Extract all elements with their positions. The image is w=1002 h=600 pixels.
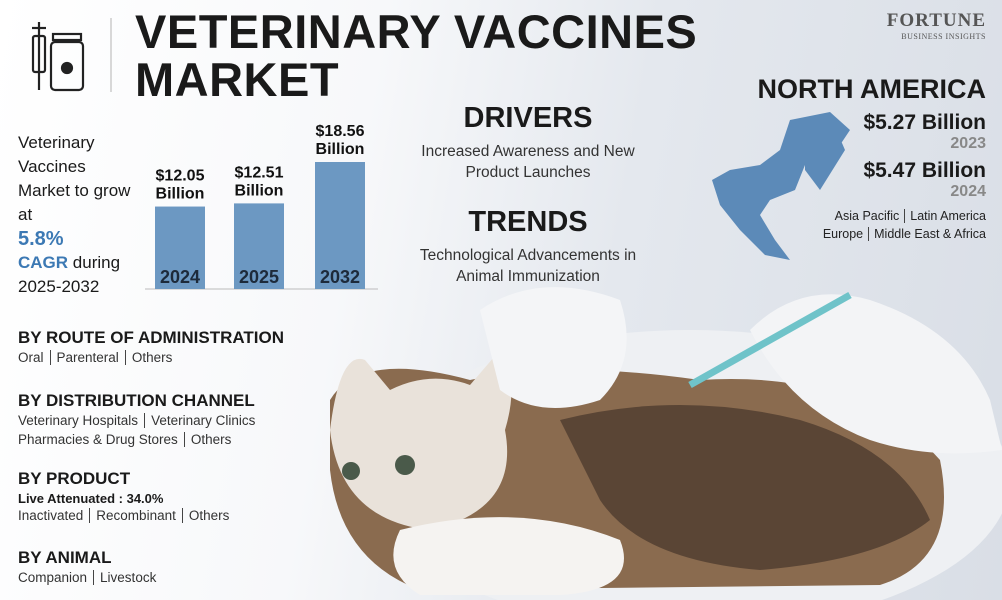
segment: BY PRODUCT Live Attenuated : 34.0% Inactiv… bbox=[18, 469, 348, 525]
growth-period: during 2025-2032 bbox=[18, 253, 121, 296]
segment-title: BY ROUTE OF ADMINISTRATION bbox=[18, 328, 285, 347]
x-tick-label: 2025 bbox=[239, 267, 279, 287]
icon bbox=[31, 22, 85, 92]
item: Veterinary Hospitals bbox=[18, 413, 139, 428]
bar-chart: 2024 $12.05 Billion 2025 $12.51 Billion 2032 $1… bbox=[155, 123, 365, 289]
brand-sub: BUSINESS INSIGHTS bbox=[901, 32, 986, 41]
segment-title: BY ANIMAL bbox=[18, 548, 112, 567]
segment-title: BY DISTRIBUTION CHANNEL bbox=[18, 391, 255, 410]
cat-chest bbox=[393, 517, 624, 595]
other-regions: Asia Pacific Latin America Europe Middle Ea… bbox=[726, 207, 986, 243]
segment-title: BY PRODUCT bbox=[18, 469, 131, 488]
region: NORTH AMERICA $5.27 Billion 2023 $5.47 Bil… bbox=[726, 74, 986, 243]
item-line: Asia Pacific Latin America bbox=[726, 207, 986, 225]
cat-stripes bbox=[560, 405, 930, 570]
item: Middle East & Africa bbox=[868, 227, 986, 241]
region-value: $5.27 Billion bbox=[863, 111, 986, 134]
item: Pharmacies & Drug Stores bbox=[18, 432, 178, 447]
item: Latin America bbox=[904, 209, 986, 223]
item: Parenteral bbox=[49, 350, 119, 365]
item-line: Companion Livestock bbox=[18, 568, 348, 587]
item-line: Europe Middle East & Africa bbox=[726, 225, 986, 243]
region-title: NORTH AMERICA bbox=[757, 74, 987, 104]
item-line: Pharmacies & Drug Stores Others bbox=[18, 430, 348, 449]
drivers-title: DRIVERS bbox=[463, 102, 593, 134]
trends-text: Technological Advancements in Animal Imm… bbox=[419, 247, 637, 285]
item: Recombinant bbox=[89, 508, 176, 523]
region-year: 2024 bbox=[950, 183, 986, 200]
bar bbox=[155, 206, 205, 289]
region-year: 2023 bbox=[950, 135, 986, 152]
item: Others bbox=[124, 350, 173, 365]
title: VETERINARY VACCINES MARKET bbox=[135, 5, 698, 106]
item-line: Oral Parenteral Others bbox=[18, 348, 348, 367]
item: Others bbox=[181, 508, 230, 523]
trends: TRENDS Technological Advancements in Ani… bbox=[410, 206, 646, 287]
growth-intro: Veterinary Vaccines Market to grow at bbox=[18, 133, 131, 224]
item: Europe bbox=[822, 227, 864, 241]
segment-highlight: Live Attenuated : 34.0% bbox=[18, 491, 164, 506]
item: Veterinary Clinics bbox=[144, 413, 256, 428]
x-tick-label: 2024 bbox=[160, 267, 200, 287]
cat-eye bbox=[342, 462, 360, 480]
brand-name: FORTUNE bbox=[886, 10, 986, 31]
glove-left bbox=[480, 287, 627, 408]
value-label: $12.51 Billion bbox=[235, 164, 284, 199]
cat-head bbox=[330, 350, 512, 530]
item: Others bbox=[183, 432, 232, 447]
cagr: CAGR bbox=[18, 253, 69, 272]
drivers-text: Increased Awareness and New Product Laun… bbox=[421, 143, 635, 181]
x-tick-label: 2032 bbox=[320, 267, 360, 287]
growth-rate: 5.8% bbox=[18, 228, 64, 250]
brand: FORTUNE BUSINESS INSIGHTS bbox=[887, 10, 986, 41]
segment: BY ANIMAL Companion Livestock bbox=[18, 548, 348, 587]
item: Inactivated bbox=[18, 508, 84, 523]
item-line: Inactivated Recombinant Others bbox=[18, 506, 348, 525]
bar bbox=[234, 203, 284, 289]
segment: BY DISTRIBUTION CHANNEL Veterinary Hospit… bbox=[18, 391, 348, 449]
item: Oral bbox=[18, 350, 44, 365]
region-value: $5.47 Billion bbox=[863, 159, 986, 182]
cat-eye bbox=[395, 455, 415, 475]
drivers: DRIVERS Increased Awareness and New Prod… bbox=[418, 102, 638, 183]
bar bbox=[315, 162, 365, 289]
trends-title: TRENDS bbox=[468, 206, 588, 238]
item: Asia Pacific bbox=[834, 209, 900, 223]
item: Companion bbox=[18, 570, 88, 585]
segment: BY ROUTE OF ADMINISTRATION Oral Parenteral… bbox=[18, 328, 348, 367]
growth: Veterinary Vaccines Market to grow at 5.… bbox=[18, 131, 138, 299]
value-label: $18.56 Billion bbox=[316, 123, 365, 158]
item-line: Veterinary Hospitals Veterinary Clinics bbox=[18, 411, 348, 430]
map-north-america bbox=[712, 112, 850, 260]
glove-right bbox=[750, 294, 1002, 454]
value-label: $12.05 Billion bbox=[156, 168, 205, 203]
item: Livestock bbox=[93, 570, 157, 585]
syringe bbox=[688, 291, 852, 389]
